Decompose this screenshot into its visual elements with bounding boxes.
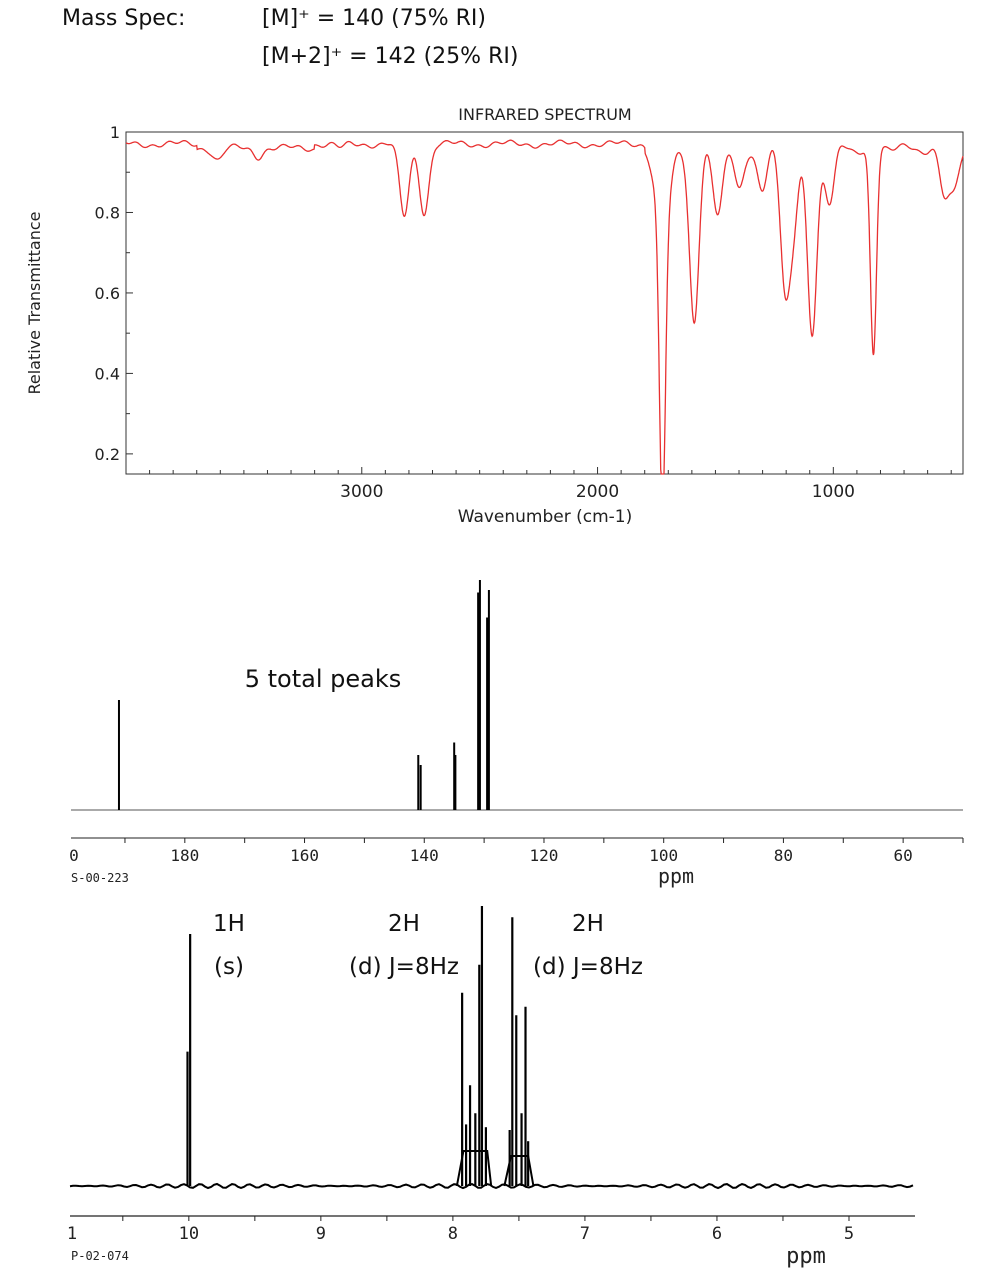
c13-peak-count-note: 5 total peaks: [245, 665, 402, 693]
h1-x-tick-label: 8: [448, 1224, 458, 1244]
h1-x-tick-edge: 1: [67, 1224, 77, 1244]
h1-x-tick-label: 7: [580, 1224, 590, 1244]
h1-x-tick-label: 9: [316, 1224, 326, 1244]
c13-x-tick-label: 60: [894, 846, 913, 865]
ir-x-axis-label: Wavenumber (cm-1): [458, 507, 633, 527]
h1-multiplicity-label: (d) J=8Hz: [533, 954, 643, 980]
h1-multiplet-envelope: [503, 1155, 535, 1187]
ir-y-tick-label: 1: [110, 123, 120, 142]
ir-x-tick-label: 3000: [340, 482, 383, 502]
ir-spectrum-chart: INFRARED SPECTRUM 0.2 0.4 0.6 0.8 1 3000 2000 10…: [25, 105, 964, 527]
h1-x-tick-label: 6: [712, 1224, 722, 1244]
c13-x-tick-edge: 0: [69, 846, 79, 865]
ir-x-tick-label: 1000: [812, 482, 855, 502]
h1-x-axis-label: ppm: [786, 1244, 826, 1269]
mass-spec-molecular-ion: [M]⁺ = 140 (75% RI): [262, 6, 486, 31]
c13-x-tick-label: 120: [530, 846, 559, 865]
c13-spectrum-code: S-00-223: [71, 871, 129, 885]
h1-x-tick-label: 10: [179, 1224, 199, 1244]
c13-x-tick-label: 80: [774, 846, 793, 865]
mass-spec-m-plus-2: [M+2]⁺ = 142 (25% RI): [262, 44, 519, 69]
c13-x-tick-label: 180: [170, 846, 199, 865]
c13-x-tick-label: 140: [410, 846, 439, 865]
h1-nmr-chart: 10 9 8 7 6 5 1 ppm P-02-074 1H (s) 2H (d) J=8Hz 2H (d)…: [67, 906, 915, 1269]
ir-y-axis-label: Relative Transmittance: [25, 211, 44, 394]
ir-spectrum-line: [125, 139, 964, 475]
ir-y-tick-label: 0.4: [95, 364, 120, 383]
h1-multiplicity-label: (s): [214, 954, 244, 980]
ir-chart-title: INFRARED SPECTRUM: [458, 105, 631, 124]
ir-y-tick-label: 0.2: [95, 445, 120, 464]
c13-nmr-chart: 180 160 140 120 100 80 60 0 ppm S-00-223 5 total p…: [69, 580, 964, 888]
h1-integration-label: 2H: [572, 911, 604, 937]
c13-x-tick-label: 160: [290, 846, 319, 865]
h1-multiplicity-label: (d) J=8Hz: [349, 954, 459, 980]
ir-x-tick-label: 2000: [576, 482, 619, 502]
ir-plot-frame: [125, 131, 964, 475]
h1-integration-label: 2H: [388, 911, 420, 937]
c13-x-axis-label: ppm: [658, 864, 694, 888]
ir-y-tick-label: 0.6: [95, 284, 120, 303]
ir-y-tick-label: 0.8: [95, 203, 120, 222]
h1-x-tick-label: 5: [844, 1224, 854, 1244]
h1-spectrum-code: P-02-074: [71, 1249, 129, 1263]
c13-x-tick-label: 100: [649, 846, 678, 865]
h1-integration-label: 1H: [213, 911, 245, 937]
mass-spec-label: Mass Spec:: [62, 6, 186, 31]
